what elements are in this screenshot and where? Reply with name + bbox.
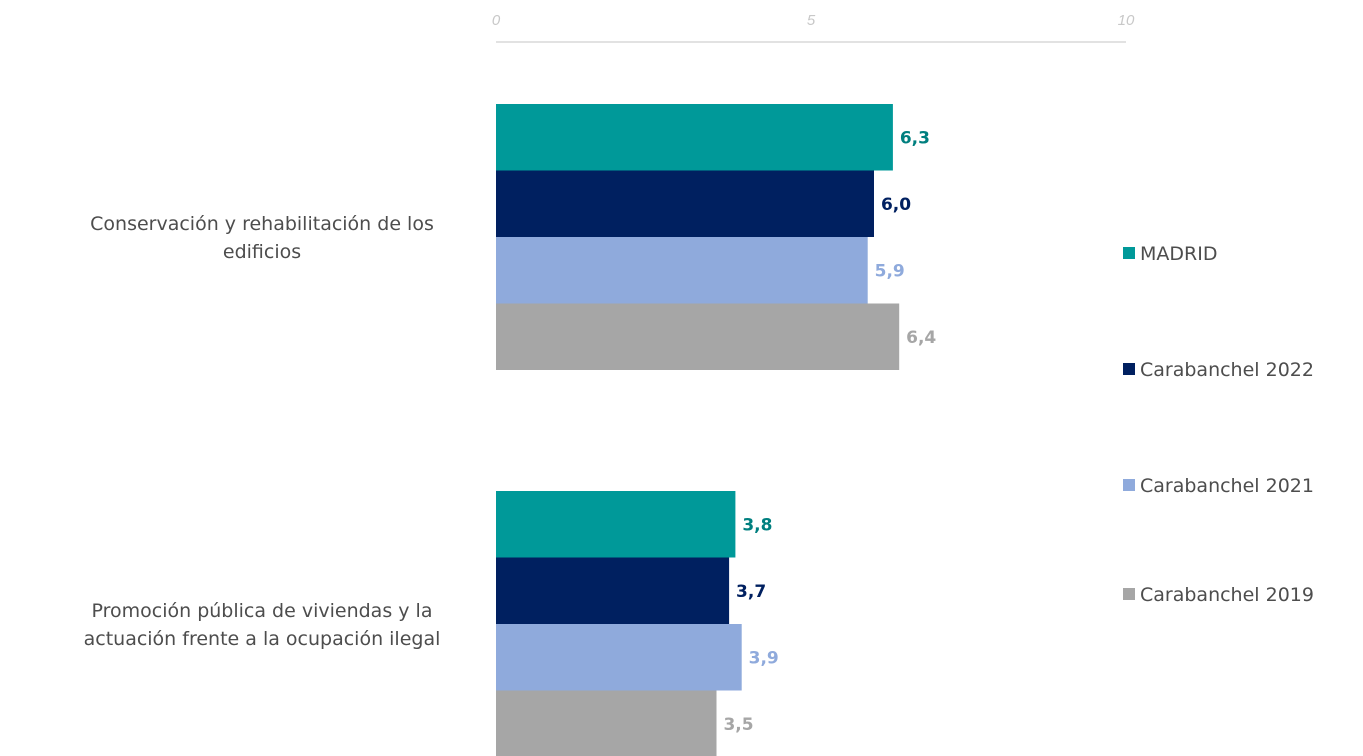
legend-swatch (1123, 247, 1135, 259)
data-label: 3,9 (749, 648, 779, 668)
data-label: 6,0 (881, 195, 911, 215)
category-label-line: actuación frente a la ocupación ilegal (84, 628, 441, 650)
bar (496, 303, 900, 370)
legend-label: Carabanchel 2019 (1140, 584, 1314, 606)
data-label: 6,3 (900, 128, 930, 148)
data-label: 5,9 (875, 261, 905, 281)
data-label: 6,4 (906, 328, 936, 348)
bar (496, 491, 736, 558)
bar (496, 557, 730, 624)
x-tick-label: 5 (807, 12, 816, 29)
legend-label: MADRID (1140, 243, 1217, 265)
x-tick-label: 10 (1118, 12, 1135, 29)
category-label: Promoción pública de viviendas y la actua… (84, 600, 441, 650)
category-label-line: Conservación y rehabilitación de los (90, 213, 434, 235)
x-tick-label: 0 (492, 12, 501, 29)
legend-swatch (1123, 479, 1135, 491)
bar (496, 624, 742, 691)
legend-item: Carabanchel 2019 (1123, 584, 1314, 606)
data-label: 3,5 (723, 715, 753, 735)
legend-label: Carabanchel 2022 (1140, 359, 1314, 381)
bar (496, 237, 868, 304)
data-label: 3,7 (736, 582, 766, 602)
category-label-line: edificios (223, 241, 301, 263)
bar (496, 170, 874, 237)
legend-swatch (1123, 588, 1135, 600)
legend-item: MADRID (1123, 243, 1217, 265)
legend-label: Carabanchel 2021 (1140, 475, 1314, 497)
legend-item: Carabanchel 2021 (1123, 475, 1314, 497)
category-label: Conservación y rehabilitación de los edif… (90, 213, 434, 263)
bar (496, 104, 893, 171)
legend-item: Carabanchel 2022 (1123, 359, 1314, 381)
bar (496, 690, 717, 756)
legend-swatch (1123, 363, 1135, 375)
category-label-line: Promoción pública de viviendas y la (92, 600, 433, 622)
data-label: 3,8 (742, 515, 772, 535)
